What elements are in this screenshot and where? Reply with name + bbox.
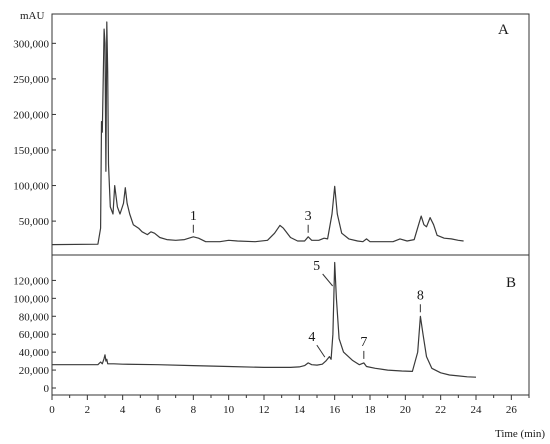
y-tick-label: 200,000: [13, 109, 49, 121]
panel-a-trace: [51, 21, 464, 246]
y-tick-label: 60,000: [19, 329, 50, 341]
panel-b-frame: [51, 254, 530, 396]
panel-b-y-ticks: 0 20,000 40,000 60,000 80,000 100,000 120,000: [13, 275, 56, 395]
x-tick-label: 16: [329, 404, 341, 416]
panel-b: B 0 20,000 40,000 60,000 80,000 100,000 120,00…: [13, 254, 545, 440]
peak-label-1: 1: [190, 209, 197, 224]
x-axis-title: Time (min): [495, 428, 545, 440]
peak-leader-line: [316, 344, 326, 358]
y-tick-label: 250,000: [13, 74, 49, 86]
x-tick-label: 4: [120, 404, 126, 416]
y-tick-label: 100,000: [13, 181, 49, 193]
y-tick-label: 120,000: [13, 275, 49, 287]
x-tick-label: 10: [223, 404, 235, 416]
y-tick-label: 40,000: [19, 347, 50, 359]
x-tick-label: 20: [400, 404, 412, 416]
y-tick-label: 80,000: [19, 311, 50, 323]
peak-label-3: 3: [305, 209, 312, 224]
x-tick-label: 8: [191, 404, 197, 416]
panel-a-frame: [51, 13, 530, 256]
y-tick-label: 0: [44, 383, 50, 395]
panel-a-ylabel: mAU: [20, 10, 45, 22]
y-tick-label: 300,000: [13, 38, 49, 50]
x-tick-label: 18: [365, 404, 377, 416]
panel-a-y-ticks: 50,000 100,000 150,000 200,000 250,000 300,00…: [13, 38, 56, 228]
panel-b-x-ticks: 0 2 4 6 8 10 12 14 16 18 20 22 24 26: [49, 395, 530, 416]
x-tick-label: 26: [506, 404, 518, 416]
panel-a-letter: A: [498, 22, 509, 38]
x-tick-label: 24: [471, 404, 483, 416]
x-tick-label: 2: [85, 404, 91, 416]
peak-label-8: 8: [417, 288, 424, 303]
panel-b-trace: [52, 261, 477, 378]
x-tick-label: 22: [435, 404, 446, 416]
peak-label-4: 4: [308, 330, 315, 345]
x-tick-label: 6: [155, 404, 161, 416]
y-tick-label: 20,000: [19, 365, 50, 377]
panel-a: mAU A 50,000 100,000 150,000 200,000 250,000…: [13, 10, 530, 256]
panel-b-letter: B: [506, 275, 516, 291]
x-tick-label: 14: [294, 404, 306, 416]
y-tick-label: 100,000: [13, 293, 49, 305]
peak-label-7: 7: [360, 335, 367, 350]
x-tick-label: 0: [49, 404, 55, 416]
panel-b-peak-labels: 5 4 7 8: [308, 259, 424, 359]
peak-label-5: 5: [313, 259, 320, 274]
y-tick-label: 150,000: [13, 145, 49, 157]
peak-leader-line: [322, 273, 334, 287]
y-tick-label: 50,000: [19, 216, 50, 228]
x-tick-label: 12: [259, 404, 270, 416]
